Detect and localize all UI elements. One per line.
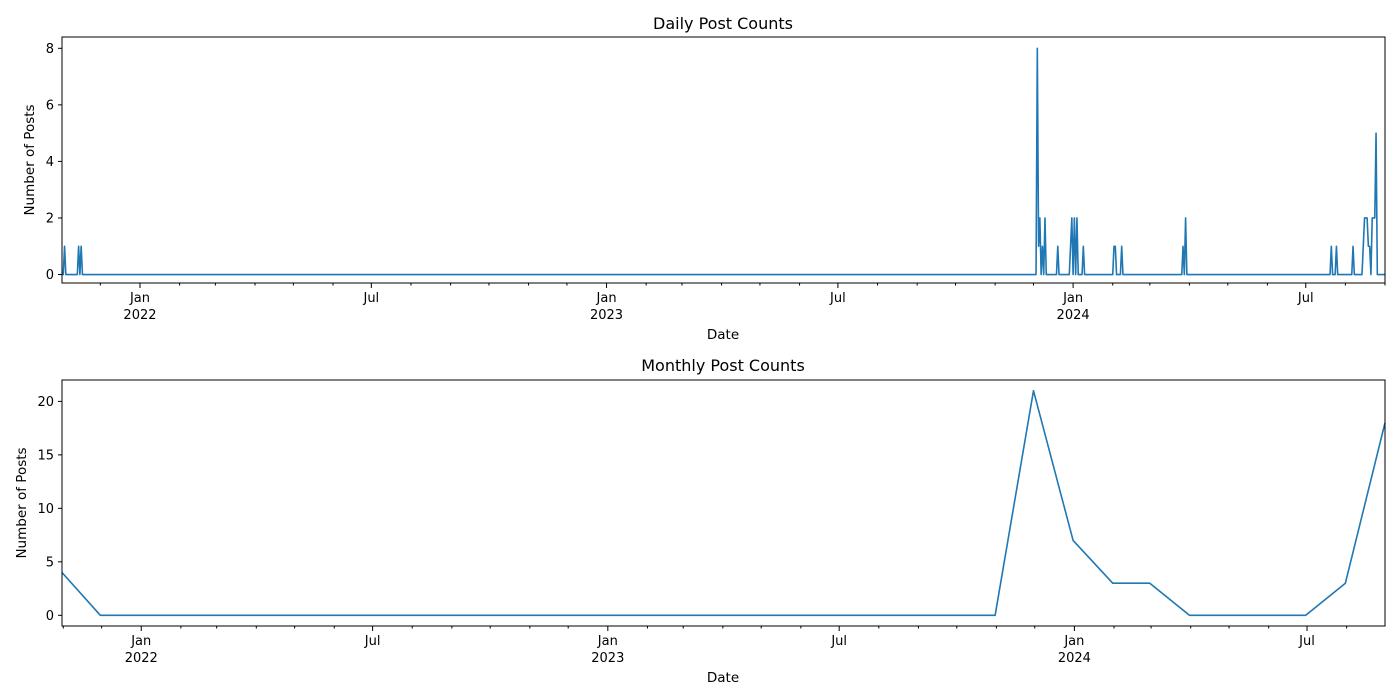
monthly-x-tick-label: Jul [1298,634,1315,649]
monthly-series-line [61,389,1386,617]
daily-x-tick-label: Jul [1297,291,1314,306]
daily-plot-frame [61,36,1386,284]
daily-x-tick-year-label: 2022 [123,308,156,323]
monthly-y-tick-label: 20 [37,395,54,410]
monthly-x-tick-label: Jul [364,634,381,649]
daily-x-tick-label: Jul [829,291,846,306]
daily-x-tick-label: Jan [129,291,150,306]
daily-x-tick-year-label: 2023 [590,308,623,323]
monthly-y-tick-label: 5 [46,555,54,570]
monthly-plot-frame [61,379,1386,627]
daily-chart-xlabel: Date [707,327,739,343]
monthly-x-tick-year-label: 2023 [591,651,624,666]
monthly-chart: Monthly Post Counts Date Number of Posts… [14,356,1386,686]
monthly-x-tick-year-label: 2022 [125,651,158,666]
daily-y-tick-label: 0 [46,268,54,283]
daily-y-tick-label: 8 [46,42,54,57]
daily-chart: Daily Post Counts Date Number of Posts 0… [22,14,1386,343]
daily-chart-title: Daily Post Counts [653,14,793,33]
monthly-chart-title: Monthly Post Counts [641,356,805,375]
monthly-x-tick-label: Jul [830,634,847,649]
monthly-chart-xlabel: Date [707,670,739,686]
monthly-x-tick-label: Jan [1063,634,1084,649]
monthly-x-tick-label: Jan [130,634,151,649]
monthly-y-tick-label: 0 [46,609,54,624]
daily-x-tick-label: Jan [596,291,617,306]
daily-chart-ylabel: Number of Posts [22,104,38,215]
daily-y-tick-label: 4 [46,155,54,170]
monthly-y-tick-label: 10 [37,502,54,517]
daily-x-tick-label: Jul [362,291,379,306]
daily-y-tick-label: 2 [46,211,54,226]
daily-x-tick-year-label: 2024 [1057,308,1090,323]
daily-y-tick-label: 6 [46,98,54,113]
daily-x-tick-label: Jan [1062,291,1083,306]
monthly-x-tick-label: Jan [597,634,618,649]
monthly-x-tick-year-label: 2024 [1058,651,1091,666]
monthly-chart-ylabel: Number of Posts [14,447,30,558]
daily-series-line [62,47,1385,276]
monthly-y-tick-label: 15 [37,448,54,463]
